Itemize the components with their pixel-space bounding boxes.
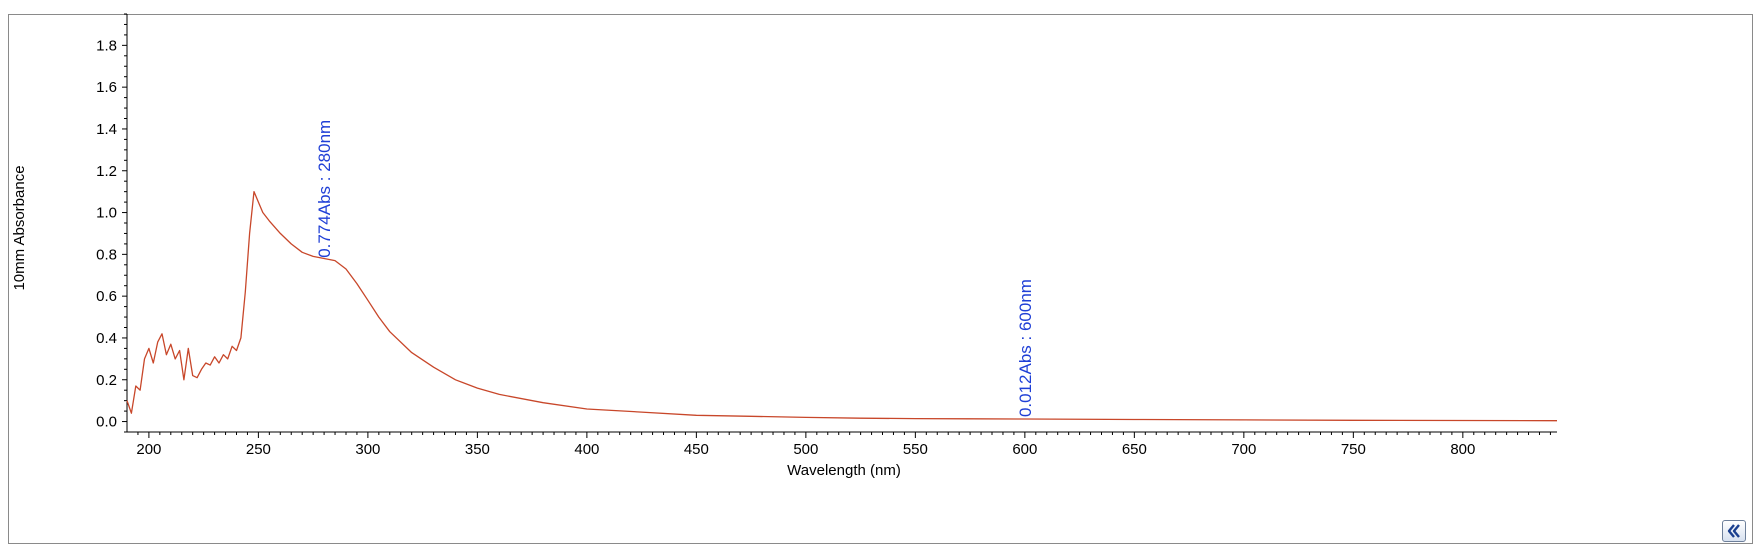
x-tick-label: 700 [1231, 441, 1256, 458]
x-tick-label: 600 [1012, 441, 1037, 458]
y-tick-label: 1.8 [96, 37, 117, 54]
peak-annotation: 0.774Abs : 280nm [315, 120, 334, 258]
x-tick-label: 500 [793, 441, 818, 458]
y-tick-label: 1.4 [96, 121, 117, 138]
y-tick-label: 1.2 [96, 163, 117, 180]
x-tick-label: 200 [136, 441, 161, 458]
y-tick-label: 0.4 [96, 330, 117, 347]
collapse-chevrons-icon [1727, 524, 1740, 538]
absorbance-series-line [126, 190, 1558, 422]
ticks: 0.0 0.2 0.4 0.6 0.8 1.0 1.2 1.4 1.6 1.8 200 250 300 3… [96, 13, 1551, 458]
collapse-button[interactable] [1722, 520, 1746, 542]
y-tick-label: 1.6 [96, 79, 117, 96]
y-tick-label: 0.2 [96, 372, 117, 389]
x-tick-label: 250 [246, 441, 271, 458]
series [126, 190, 1558, 422]
y-tick-label: 1.0 [96, 205, 117, 222]
axes [126, 14, 1557, 433]
x-tick-label: 350 [465, 441, 490, 458]
x-tick-label: 750 [1341, 441, 1366, 458]
x-tick-label: 300 [355, 441, 380, 458]
x-tick-label: 800 [1450, 441, 1475, 458]
annotations: 0.774Abs : 280nm 0.012Abs : 600nm [315, 120, 1035, 417]
chart-panel [8, 14, 1753, 544]
x-tick-label: 450 [684, 441, 709, 458]
x-tick-label: 400 [574, 441, 599, 458]
x-axis-label: Wavelength (nm) [787, 462, 901, 479]
x-tick-label: 650 [1122, 441, 1147, 458]
x-tick-label: 550 [903, 441, 928, 458]
y-tick-label: 0.8 [96, 246, 117, 263]
peak-annotation: 0.012Abs : 600nm [1016, 279, 1035, 417]
y-axis-label: 10mm Absorbance [11, 165, 28, 290]
y-tick-label: 0.0 [96, 414, 117, 431]
y-tick-label: 0.6 [96, 288, 117, 305]
